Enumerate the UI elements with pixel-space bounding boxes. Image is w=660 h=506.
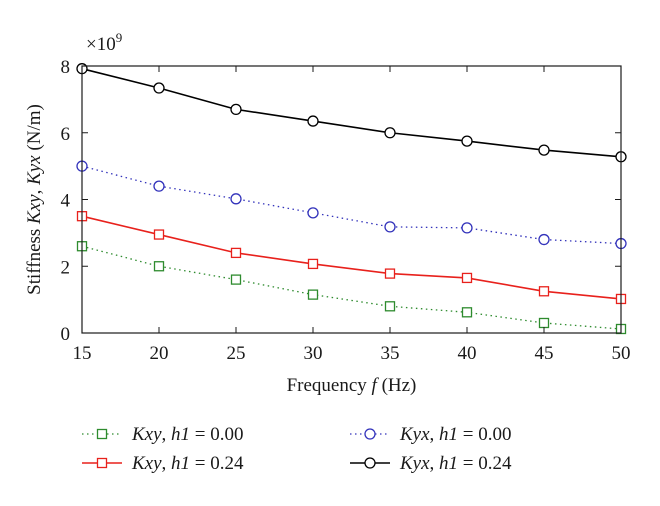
legend-entry-0: Kxy, h1 = 0.00	[82, 424, 244, 445]
data-point	[538, 144, 550, 156]
data-point	[461, 307, 473, 318]
legend-label: Kyx, h1 = 0.24	[399, 453, 512, 474]
legend-label: Kxy, h1 = 0.00	[131, 424, 244, 445]
data-point	[153, 82, 165, 94]
y-tick-label: 0	[61, 324, 71, 345]
data-point	[230, 274, 242, 285]
series-line	[81, 165, 622, 245]
y-tick-label: 6	[61, 124, 71, 145]
plot-area	[76, 63, 627, 335]
axes: 15 20 25 30 35 40 45 50 0 2 4 6 8 ×109 Frequency f (Hz…	[24, 30, 631, 396]
y-tick-label: 8	[61, 57, 71, 78]
data-point	[384, 301, 396, 312]
legend-entry-3: Kyx, h1 = 0.24	[350, 453, 512, 474]
series-line	[81, 215, 622, 300]
x-tick-label: 30	[304, 343, 323, 364]
legend-label: Kyx, h1 = 0.00	[399, 424, 512, 445]
data-point	[307, 207, 319, 219]
x-tick-label: 20	[150, 343, 169, 364]
y-axis-title: Stiffness Kxy, Kyx (N/m)	[24, 104, 45, 295]
y-tick-label: 2	[61, 257, 71, 278]
data-point	[153, 261, 165, 272]
series-2	[76, 160, 627, 250]
data-point	[307, 258, 319, 270]
x-axis-title: Frequency f (Hz)	[287, 375, 417, 396]
data-point	[461, 222, 473, 234]
data-point	[307, 289, 319, 300]
x-tick-label: 50	[612, 343, 631, 364]
data-point	[307, 115, 319, 127]
series-line	[81, 245, 622, 330]
x-tick-label: 40	[458, 343, 477, 364]
data-point	[538, 286, 550, 297]
data-point	[538, 317, 550, 329]
data-point	[461, 135, 473, 147]
x-tick-label: 45	[535, 343, 554, 364]
x-tick-label: 35	[381, 343, 400, 364]
data-point	[153, 229, 165, 240]
legend-marker	[96, 428, 108, 440]
legend: Kxy, h1 = 0.00 Kxy, h1 = 0.24 Kyx, h1 = 0.…	[82, 424, 512, 474]
data-point	[384, 127, 396, 139]
legend-label: Kxy, h1 = 0.24	[131, 453, 244, 474]
legend-entry-1: Kxy, h1 = 0.24	[82, 453, 244, 474]
series-3	[76, 63, 627, 163]
legend-marker	[364, 428, 376, 440]
y-tick-label: 4	[61, 191, 71, 212]
legend-marker	[364, 457, 376, 469]
data-point	[461, 272, 473, 284]
data-point	[384, 268, 396, 279]
y-exponent-label: ×109	[86, 30, 122, 55]
x-tick-label: 25	[227, 343, 246, 364]
data-point	[153, 180, 165, 192]
data-point	[230, 247, 242, 259]
data-point	[230, 103, 242, 116]
data-point	[230, 193, 242, 205]
legend-marker	[96, 457, 108, 469]
data-point	[538, 233, 550, 246]
series-line	[81, 67, 622, 158]
x-tick-label: 15	[73, 343, 92, 364]
series-1	[76, 211, 627, 305]
legend-entry-2: Kyx, h1 = 0.00	[350, 424, 512, 445]
data-point	[384, 221, 396, 233]
